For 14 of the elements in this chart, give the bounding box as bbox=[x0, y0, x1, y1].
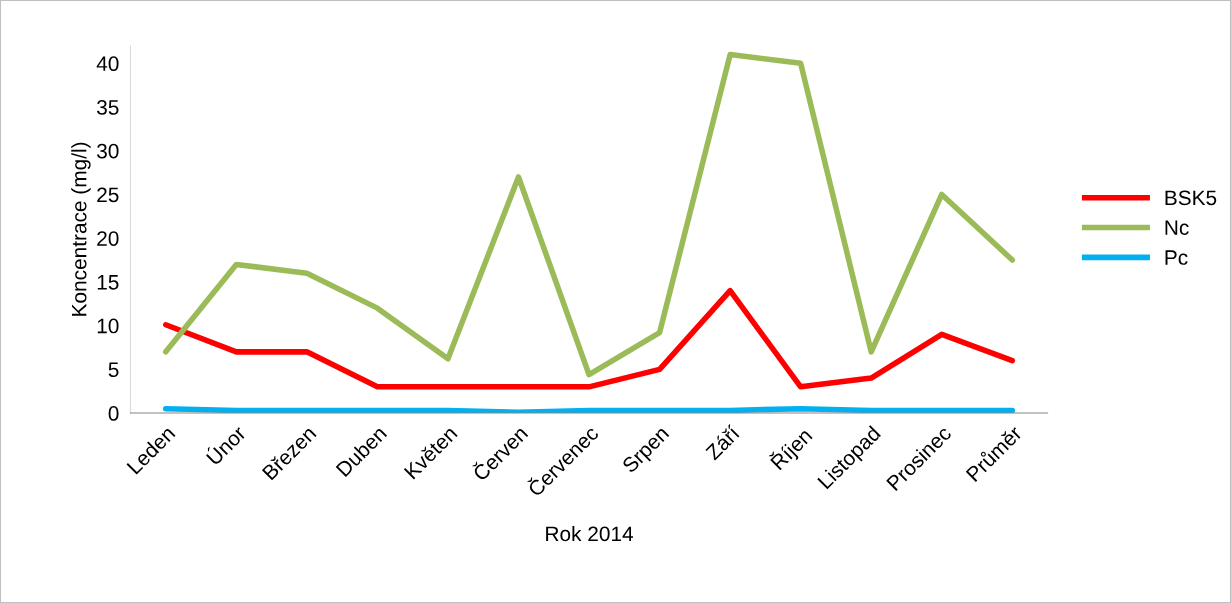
x-axis-title: Rok 2014 bbox=[546, 525, 634, 542]
y-tick-label: 20 bbox=[97, 231, 119, 246]
y-tick-label: 10 bbox=[97, 318, 119, 334]
y-axis-title: Koncentrace (mg/l) bbox=[71, 142, 91, 316]
legend-label: Nc bbox=[1165, 220, 1189, 236]
y-tick-label: 30 bbox=[97, 143, 119, 159]
y-tick-label: 5 bbox=[108, 362, 119, 378]
legend-label: Pc bbox=[1165, 250, 1188, 265]
legend-label: BSK5 bbox=[1165, 190, 1217, 206]
y-tick-label: 40 bbox=[96, 56, 119, 72]
y-tick-label: 15 bbox=[97, 275, 119, 290]
y-tick-label: 35 bbox=[97, 100, 119, 115]
y-tick-label: 25 bbox=[97, 187, 119, 203]
y-tick-label: 0 bbox=[108, 406, 119, 421]
